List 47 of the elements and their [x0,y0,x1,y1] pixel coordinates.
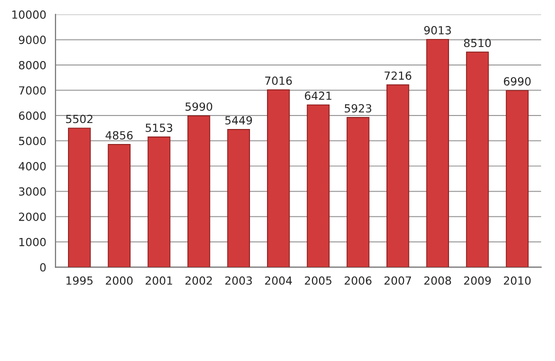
data-label: 5923 [344,104,372,113]
y-tick-label: 9000 [18,36,46,44]
y-tick-label: 4000 [18,162,46,170]
x-tick-label: 2004 [265,276,292,285]
y-tick-label: 6000 [18,111,46,120]
x-tick-label: 2002 [185,276,212,285]
x-tick-label: 1995 [66,276,93,285]
data-label: 5153 [146,124,172,132]
bar [68,128,91,268]
x-tick-label: 2001 [146,276,172,285]
data-label: 6421 [304,92,332,100]
y-tick-label: 5000 [19,136,46,146]
data-label: 4856 [106,131,133,140]
y-tick-label: 2000 [19,212,46,221]
y-tick-label: 1000 [19,238,46,246]
data-label: 5449 [225,116,252,125]
bar [306,104,330,268]
y-tick-label: 8000 [18,60,46,70]
bar [187,115,210,268]
y-tick-label: 7000 [19,86,46,95]
data-label: 6990 [504,77,531,86]
bar [506,90,529,268]
y-tick-label: 3000 [19,187,46,196]
bar [227,129,250,268]
y-tick-label: 10000 [12,10,46,19]
data-label: 5502 [66,114,92,124]
bar [426,38,449,268]
x-tick-label: 2006 [344,276,372,285]
x-tick-label: 2010 [504,276,531,285]
data-label: 7016 [265,76,292,85]
data-label: 5990 [186,102,212,111]
x-tick-label: 2000 [106,276,133,285]
x-tick-label: 2008 [424,276,452,285]
bar [386,84,410,268]
x-tick-label: 2005 [304,276,332,285]
bar [346,117,370,268]
bar [148,136,170,268]
bar [108,144,131,268]
y-tick-label: 0 [40,263,46,272]
x-tick-label: 2003 [225,276,252,285]
bar [267,89,290,268]
bar [466,52,489,268]
x-tick-label: 2009 [464,276,491,285]
data-label: 8510 [464,38,491,48]
data-label: 7216 [384,71,412,80]
data-label: 9013 [424,26,451,34]
x-tick-label: 2007 [384,276,412,285]
